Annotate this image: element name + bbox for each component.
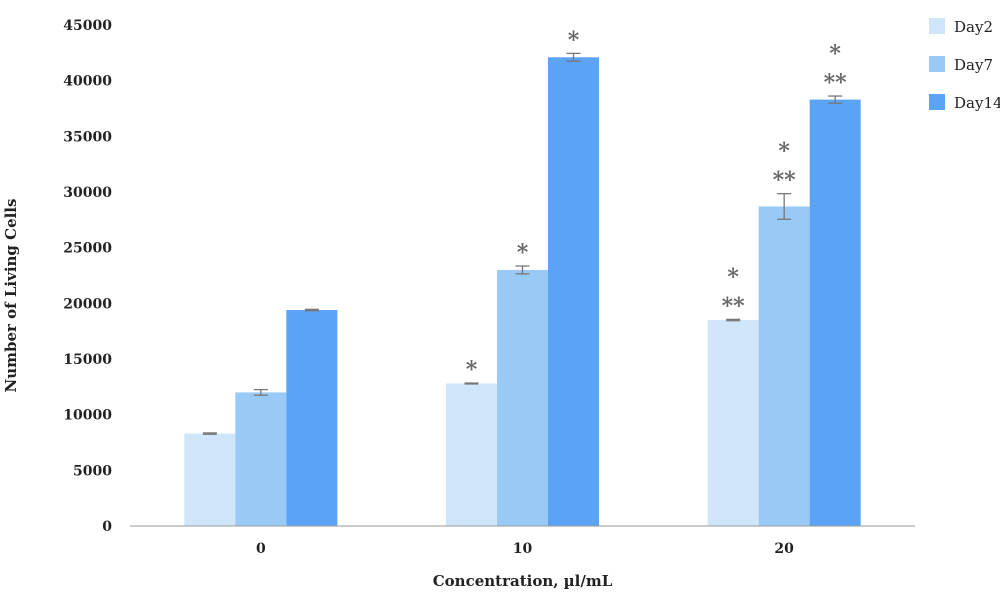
significance-mark: * [829,41,841,67]
error-bar [515,265,530,275]
significance-mark: ** [773,168,797,194]
y-axis-title: Number of Living Cells [2,199,20,393]
y-axis-ticks: 0 5000 10000 15000 20000 25000 30000 35000 40000… [63,18,112,535]
y-tick-label: 35000 [63,129,112,145]
error-bar [202,432,217,435]
bar-day7-20 [758,206,810,526]
y-tick-label: 5000 [73,463,112,479]
y-tick-label: 25000 [63,241,112,257]
y-tick-label: 40000 [63,74,112,90]
legend-swatch-day2 [929,18,945,34]
bar-day14-10 [548,57,599,526]
x-axis-ticks: 0 10 20 [256,541,794,557]
x-tick-label: 20 [774,541,794,557]
significance-mark: * [727,264,739,290]
y-tick-label: 15000 [63,352,112,368]
bar-day7-10 [497,269,548,526]
bar-day2-10 [446,383,497,526]
significance-mark: * [568,27,580,53]
error-bar [464,382,479,385]
y-tick-label: 20000 [63,296,112,312]
error-bar [726,318,741,322]
error-bar [566,52,581,62]
significance-marks-layer: ************ [466,27,847,383]
error-bar [828,95,843,104]
bar-day14-20 [809,99,861,527]
x-axis-title: Concentration, µl/mL [433,572,613,590]
bar-day2-0 [184,433,236,526]
error-bar [304,308,319,312]
y-tick-label: 0 [102,519,112,535]
significance-mark: * [466,357,478,383]
significance-mark: * [778,139,790,165]
error-bars-layer [202,52,843,435]
significance-mark: ** [824,70,848,96]
legend-swatch-day7 [929,56,945,72]
legend: Day2 Day7 Day14 [929,18,1000,112]
y-tick-label: 30000 [63,185,112,201]
significance-mark: ** [722,293,746,319]
bar-day7-0 [235,392,287,526]
y-tick-label: 10000 [63,408,112,424]
error-bar [253,388,268,396]
legend-label-day2: Day2 [954,18,993,36]
significance-mark: * [517,240,529,266]
legend-label-day7: Day7 [954,56,993,74]
legend-label-day14: Day14 [954,94,1000,112]
bar-day14-0 [286,310,338,526]
x-tick-label: 0 [256,541,266,557]
error-bar [777,193,792,220]
bar-day2-20 [707,320,759,526]
legend-swatch-day14 [929,94,945,110]
y-tick-label: 45000 [63,18,112,34]
x-tick-label: 10 [513,541,533,557]
bars-layer [184,57,861,527]
